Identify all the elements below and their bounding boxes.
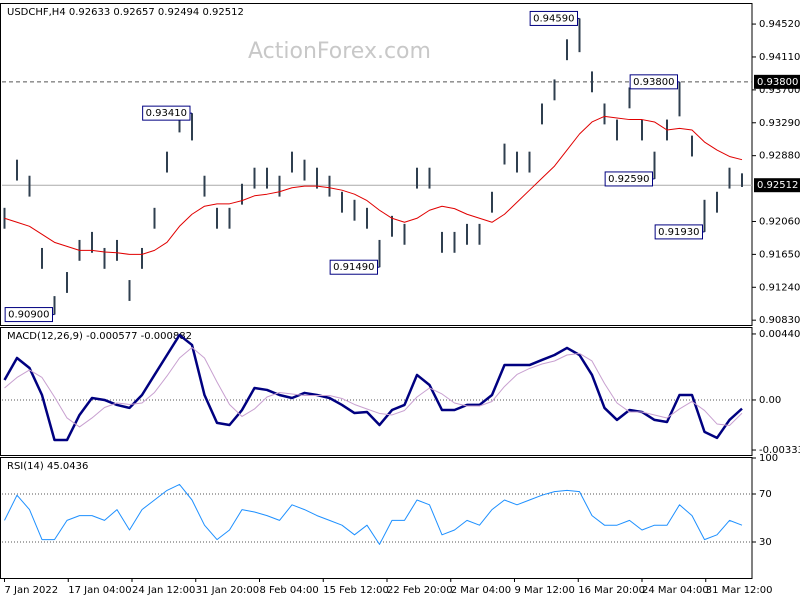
price-annotation: 0.90900 (8, 310, 49, 321)
y-tick-label: 0.91240 (759, 282, 800, 293)
x-tick-label: 15 Feb 12:00 (323, 585, 389, 596)
y-tick-label: 30 (759, 537, 772, 548)
x-tick-label: 2 Mar 04:00 (451, 585, 511, 596)
x-tick-label: 8 Feb 04:00 (260, 585, 319, 596)
x-tick-label: 17 Jan 04:00 (68, 585, 131, 596)
x-tick-label: 16 Mar 20:00 (578, 585, 645, 596)
y-tick-label: 0.92880 (759, 151, 800, 162)
y-tick-label: 0.92060 (759, 216, 800, 227)
price-annotation: 0.94590 (533, 13, 574, 24)
watermark: ActionForex.com (248, 39, 431, 64)
y-tick-label: 0.93290 (759, 118, 800, 129)
level-label-box (754, 178, 800, 193)
price-annotation: 0.93410 (146, 108, 187, 119)
y-tick-label: 0.004403 (759, 329, 800, 340)
price-annotation: 0.93800 (633, 77, 674, 88)
price-annotation: 0.91490 (333, 262, 374, 273)
level-label: 0.93800 (757, 77, 798, 88)
series-line (3, 333, 743, 442)
y-tick-label: 0.94110 (759, 52, 800, 63)
y-tick-label: 70 (759, 489, 772, 500)
y-tick-label: 0.90830 (759, 315, 800, 326)
level-label-box (754, 74, 800, 89)
panel (0, 457, 753, 579)
x-tick-label: 7 Jan 2022 (5, 585, 59, 596)
x-tick-label: 9 Mar 12:00 (515, 585, 575, 596)
series-line (4, 346, 743, 428)
x-tick-label: 24 Mar 04:00 (642, 585, 709, 596)
price-annotation: 0.92590 (608, 174, 649, 185)
y-tick-label: -0.003338 (759, 445, 800, 456)
x-tick-label: 31 Jan 20:00 (196, 585, 259, 596)
price-annotation: 0.91930 (658, 227, 699, 238)
level-label: 0.92512 (757, 180, 798, 191)
x-tick-label: 22 Feb 20:00 (387, 585, 453, 596)
y-tick-label: 0.93700 (759, 85, 800, 96)
panel (0, 3, 753, 326)
series-line (4, 115, 743, 255)
panel-title: MACD(12,26,9) -0.000577 -0.000882 (7, 331, 192, 342)
y-tick-label: 0.91650 (759, 249, 800, 260)
series-line (4, 483, 743, 545)
y-tick-label: 100 (759, 453, 778, 464)
panel-title: RSI(14) 45.0436 (7, 461, 88, 472)
y-tick-label: 0.94520 (759, 19, 800, 30)
x-tick-label: 24 Jan 12:00 (132, 585, 195, 596)
panel (0, 327, 753, 456)
x-tick-label: 31 Mar 12:00 (706, 585, 773, 596)
y-tick-label: 0.00 (759, 395, 781, 406)
panel-title: USDCHF,H4 0.92633 0.92657 0.92494 0.9251… (7, 7, 244, 18)
